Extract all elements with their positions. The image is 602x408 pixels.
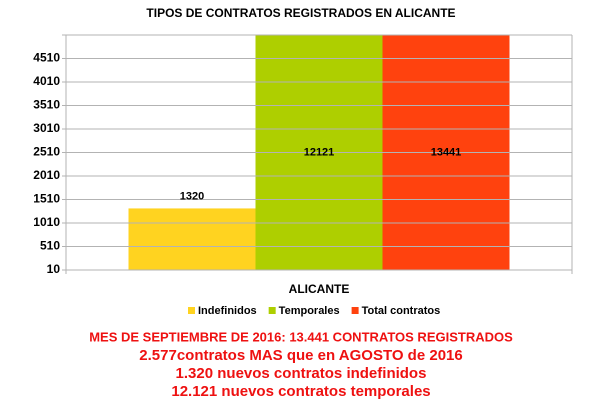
legend-label: Temporales — [279, 305, 340, 317]
data-label: 12121 — [304, 146, 335, 158]
y-tick-label: 4510 — [33, 51, 60, 65]
chart-title: TIPOS DE CONTRATOS REGISTRADOS EN ALICAN… — [146, 6, 455, 20]
legend-label: Indefinidos — [198, 305, 257, 317]
annotation: 1.320 nuevos contratos indefinidos — [176, 365, 427, 382]
y-tick-label: 3510 — [33, 98, 60, 112]
y-tick-label: 2010 — [33, 168, 60, 182]
legend-label: Total contratos — [362, 305, 441, 317]
legend-swatch — [351, 307, 359, 314]
bar — [255, 35, 383, 270]
bar — [128, 208, 256, 270]
y-tick-label: 10 — [47, 262, 61, 276]
y-tick-label: 1010 — [33, 215, 60, 229]
y-tick-label: 510 — [40, 239, 60, 253]
annotation: 12.121 nuevos contratos temporales — [171, 383, 430, 400]
y-tick-label: 4010 — [33, 74, 60, 88]
y-tick-label: 1510 — [33, 192, 60, 206]
legend-swatch — [188, 307, 195, 314]
data-label: 1320 — [180, 190, 204, 202]
annotation: MES DE SEPTIEMBRE DE 2016: 13.441 CONTRA… — [89, 329, 513, 344]
y-tick-label: 2510 — [33, 145, 60, 159]
data-label: 13441 — [431, 146, 462, 158]
plot-area — [128, 35, 510, 270]
bar — [382, 35, 510, 270]
annotation: 2.577contratos MAS que en AGOSTO de 2016 — [139, 347, 462, 364]
y-tick-label: 3010 — [33, 121, 60, 135]
x-tick-label: ALICANTE — [289, 282, 350, 296]
legend-swatch — [268, 307, 276, 314]
